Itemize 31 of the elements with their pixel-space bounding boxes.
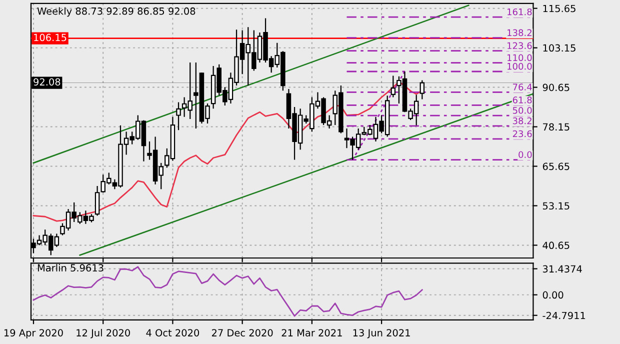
series-label: 23.6 [512,130,532,138]
series-label: 100.0 [508,62,532,70]
x-tick-label: 19 Apr 2020 [4,329,63,338]
series-label: 123.6 [508,42,532,50]
series-label: 76.4 [513,84,532,90]
ref-line-label: 92.08 [34,78,60,86]
x-tick-label: 21 Mar 2021 [282,329,342,336]
series-label: 0.0 [518,151,532,158]
y-tick-label: 40.65 [542,242,570,250]
y-tick-label: 115.65 [543,4,576,12]
x-tick-label: 4 Oct 2020 [146,329,200,336]
series-label: 138.2 [508,29,532,36]
y-tick-label: 78.15 [543,123,570,131]
y-tick-label: 0.00 [542,291,564,299]
series-label: 61.8 [512,96,532,104]
series-label: 110.0 [508,54,532,62]
x-tick-label: 13 Jun 2021 [353,329,410,338]
y-tick-label: 103.15 [543,44,576,52]
series-label: 161.8 [508,8,532,16]
series-label: 38.2 [512,117,532,124]
y-tick-label: 90.65 [542,84,570,92]
x-tick-label: 27 Dec 2020 [212,329,273,336]
ref-line-label: 106.15 [34,34,66,42]
y-tick-label: 31.4374 [542,265,582,273]
series-label: 50.0 [512,106,532,114]
y-tick-label: 65.65 [542,162,570,170]
x-tick-label: 12 Jul 2020 [76,328,130,338]
y-tick-label: -24.7911 [542,312,586,320]
chart-title: Marlin 5.9613 [38,264,104,272]
y-tick-label: 53.15 [542,202,570,210]
chart-title: Weekly 88.73 92.89 86.85 92.08 [37,7,196,17]
